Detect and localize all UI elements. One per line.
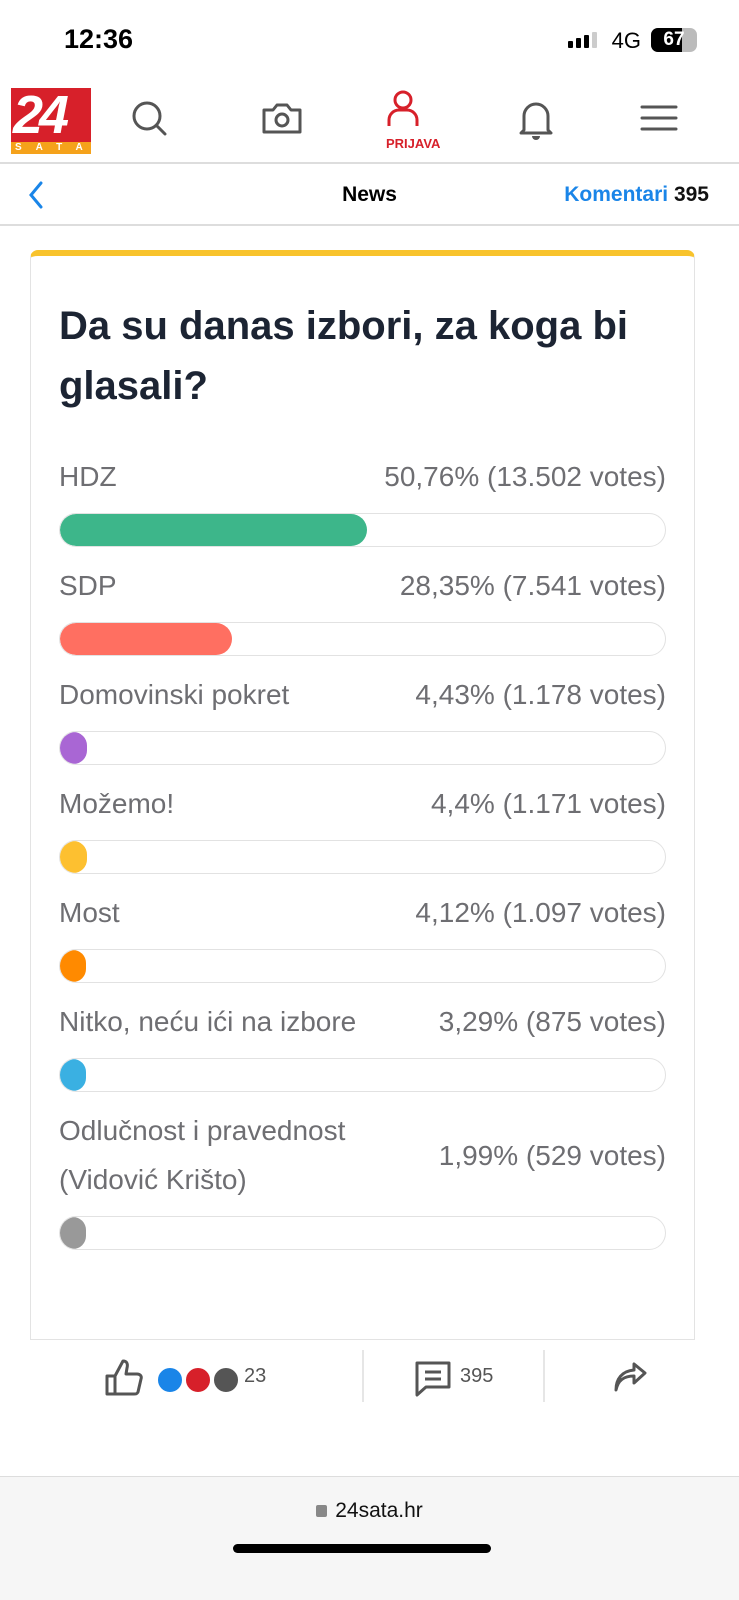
reactions-count: 23 [244, 1365, 267, 1387]
option-result: 1,99% (529 votes) [438, 1139, 666, 1171]
share-icon[interactable] [612, 1362, 648, 1394]
option-progress-fill [60, 623, 232, 655]
option-progress-bar [59, 1058, 666, 1092]
signal-icon [568, 32, 597, 48]
option-label: SDP [59, 570, 117, 601]
camera-icon[interactable] [260, 96, 304, 140]
option-label: Domovinski pokret [59, 679, 290, 710]
option-progress-fill [60, 1217, 86, 1249]
option-result: 4,12% (1.097 votes) [415, 897, 666, 928]
comments-label: Komentari [564, 183, 669, 206]
poll-option: Domovinski pokret 4,43% (1.178 votes) [59, 670, 666, 765]
home-indicator[interactable] [233, 1544, 491, 1553]
lock-icon [316, 1505, 328, 1517]
comments-count: 395 [673, 183, 709, 206]
battery-level: 67 [663, 29, 685, 50]
option-progress-fill [60, 950, 86, 982]
comments-link[interactable]: Komentari 395 [564, 183, 709, 207]
section-title: News [342, 183, 397, 206]
option-result: 28,35% (7.541 votes) [399, 570, 666, 601]
back-icon[interactable] [26, 180, 46, 210]
reaction-dislike-icon [212, 1366, 240, 1394]
logo[interactable]: 24 SATA [11, 88, 91, 154]
option-label: Odlučnost i pravednost (Vidović Krišto) [59, 1115, 346, 1195]
option-label: Most [59, 897, 120, 928]
comment-icon[interactable] [414, 1360, 452, 1398]
poll-card: Da su danas izbori, za koga bi glasali? … [30, 250, 695, 1340]
option-progress-bar [59, 513, 666, 547]
network-type: 4G [611, 28, 641, 53]
clock: 12:36 [64, 24, 134, 54]
logo-number: 24 [11, 88, 91, 142]
search-icon[interactable] [130, 96, 170, 140]
poll-option: Nitko, neću ići na izbore 3,29% (875 vote… [59, 997, 666, 1092]
option-progress-fill [60, 514, 368, 546]
option-progress-bar [59, 840, 666, 874]
menu-icon[interactable] [640, 104, 678, 134]
poll-question: Da su danas izbori, za koga bi glasali? [59, 304, 629, 408]
option-progress-bar [59, 1216, 666, 1250]
option-label: HDZ [59, 461, 117, 492]
poll-option: HDZ 50,76% (13.502 votes) [59, 452, 666, 547]
option-result: 4,43% (1.178 votes) [415, 679, 666, 710]
reaction-like-icon [156, 1366, 184, 1394]
option-result: 4,4% (1.171 votes) [430, 788, 666, 819]
battery-icon: 67 [651, 28, 697, 52]
option-result: 50,76% (13.502 votes) [384, 461, 666, 492]
option-progress-fill [60, 1059, 86, 1091]
bell-icon[interactable] [516, 96, 556, 142]
logo-text: SATA [11, 142, 91, 154]
url-text: 24sata.hr [335, 1499, 423, 1522]
option-progress-bar [59, 622, 666, 656]
option-result: 3,29% (875 votes) [438, 1006, 666, 1037]
article-actions: 23 395 [0, 1350, 739, 1406]
option-label: Nitko, neću ići na izbore [59, 1006, 357, 1037]
comments-count[interactable]: 395 [460, 1365, 494, 1387]
sub-nav: News Komentari 395 [0, 166, 739, 226]
like-icon[interactable] [104, 1356, 144, 1398]
top-nav: 24 SATA PRIJAVA [0, 84, 739, 164]
status-bar: 12:36 4G 67 [0, 0, 739, 80]
option-progress-bar [59, 731, 666, 765]
option-label: Možemo! [59, 788, 175, 819]
browser-url-bar[interactable]: 24sata.hr [0, 1476, 739, 1600]
divider [362, 1350, 364, 1402]
poll-option: Možemo! 4,4% (1.171 votes) [59, 779, 666, 874]
divider [543, 1350, 545, 1402]
poll-option: Odlučnost i pravednost (Vidović Krišto) 1… [59, 1106, 666, 1250]
login-label[interactable]: PRIJAVA [386, 136, 441, 151]
option-progress-fill [60, 732, 87, 764]
option-progress-fill [60, 841, 87, 873]
user-icon[interactable] [385, 88, 421, 134]
option-progress-bar [59, 949, 666, 983]
poll-option: Most 4,12% (1.097 votes) [59, 888, 666, 983]
poll-option: SDP 28,35% (7.541 votes) [59, 561, 666, 656]
reaction-love-icon [184, 1366, 212, 1394]
